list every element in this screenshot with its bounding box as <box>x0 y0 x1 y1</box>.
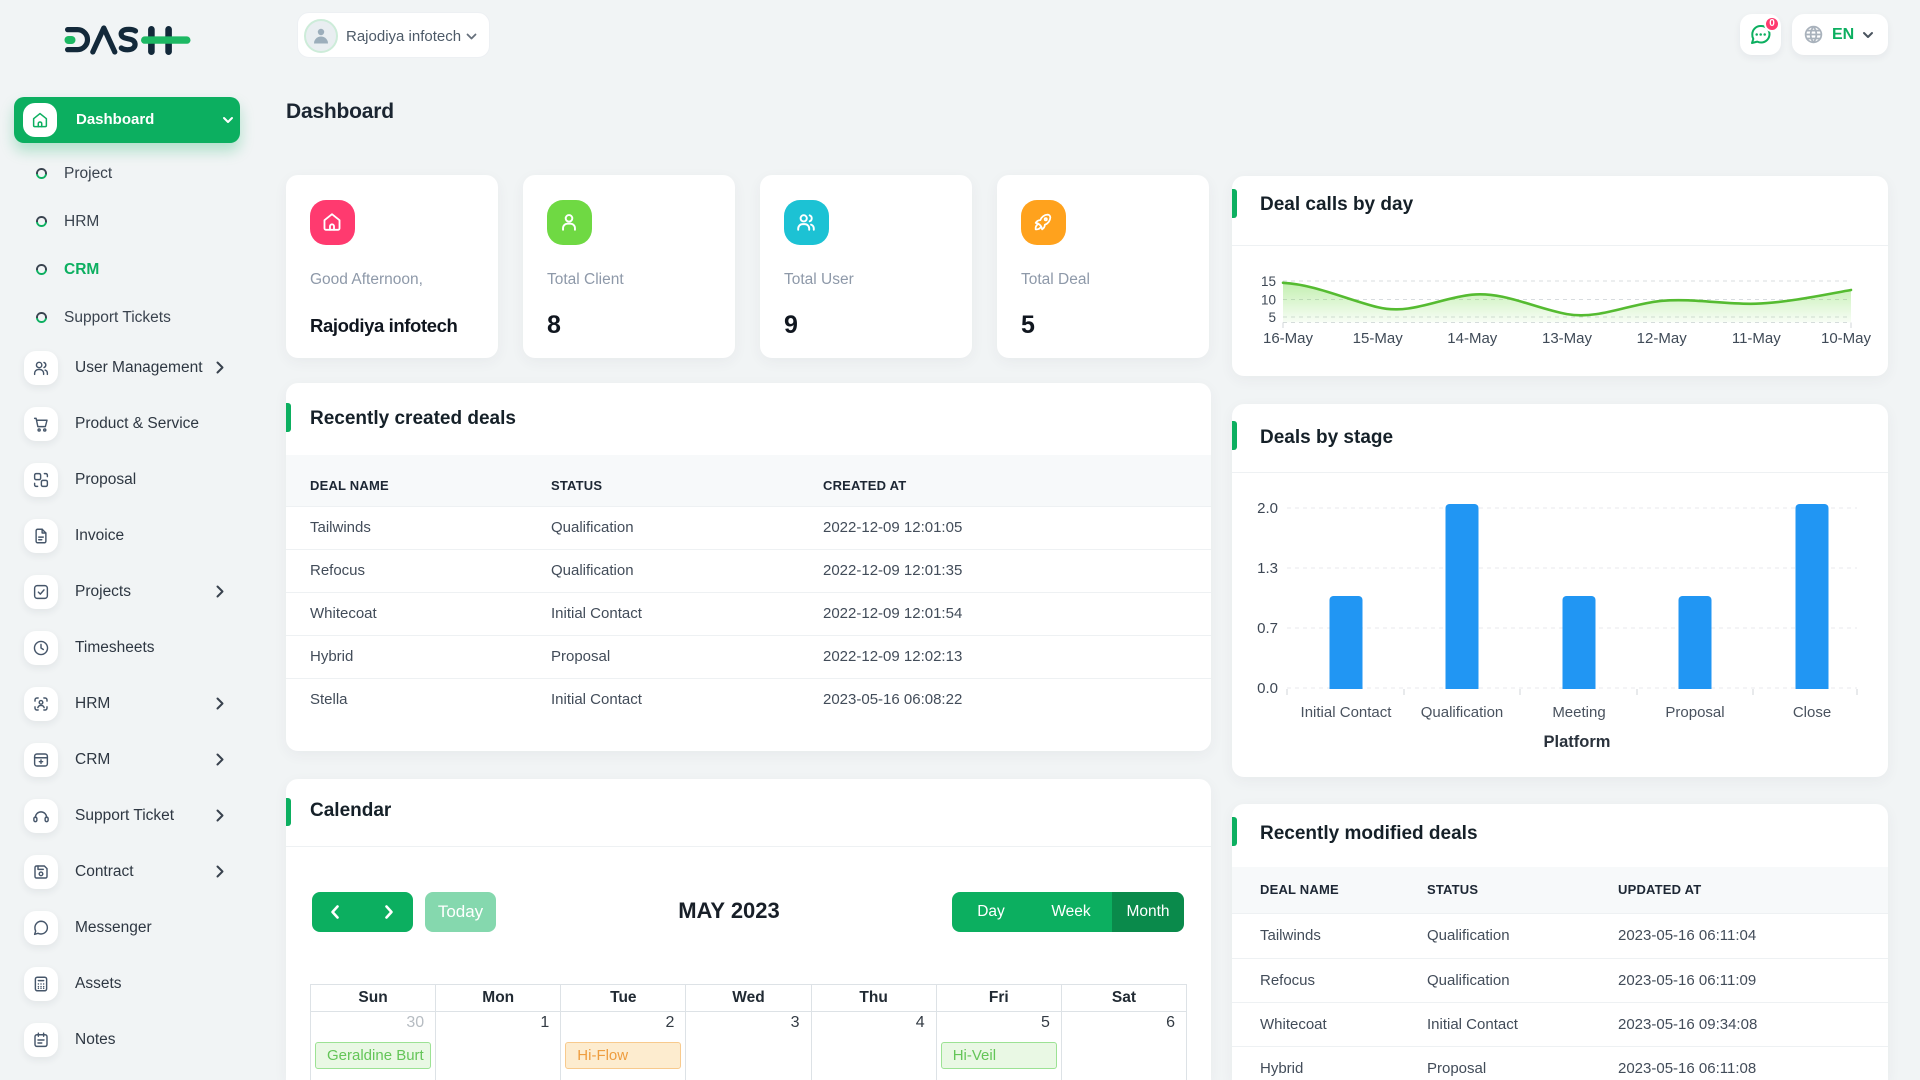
svg-text:16-May: 16-May <box>1263 330 1314 347</box>
svg-text:2.0: 2.0 <box>1257 500 1278 517</box>
svg-text:13-May: 13-May <box>1542 330 1593 347</box>
svg-text:Initial Contact: Initial Contact <box>1301 704 1393 721</box>
svg-text:Meeting: Meeting <box>1552 704 1605 721</box>
svg-text:Proposal: Proposal <box>1665 704 1724 721</box>
svg-text:5: 5 <box>1268 310 1276 325</box>
svg-text:1.3: 1.3 <box>1257 560 1278 577</box>
svg-text:15-May: 15-May <box>1353 330 1404 347</box>
svg-text:14-May: 14-May <box>1447 330 1498 347</box>
svg-text:15: 15 <box>1261 274 1276 289</box>
svg-text:11-May: 11-May <box>1732 330 1781 347</box>
svg-text:10-May: 10-May <box>1821 330 1872 347</box>
svg-text:Qualification: Qualification <box>1421 704 1504 721</box>
svg-text:Platform: Platform <box>1544 733 1611 751</box>
svg-text:Close: Close <box>1793 704 1831 721</box>
svg-text:0.0: 0.0 <box>1257 680 1278 697</box>
svg-text:12-May: 12-May <box>1637 330 1688 347</box>
svg-text:0.7: 0.7 <box>1257 620 1278 637</box>
svg-text:10: 10 <box>1261 293 1276 308</box>
